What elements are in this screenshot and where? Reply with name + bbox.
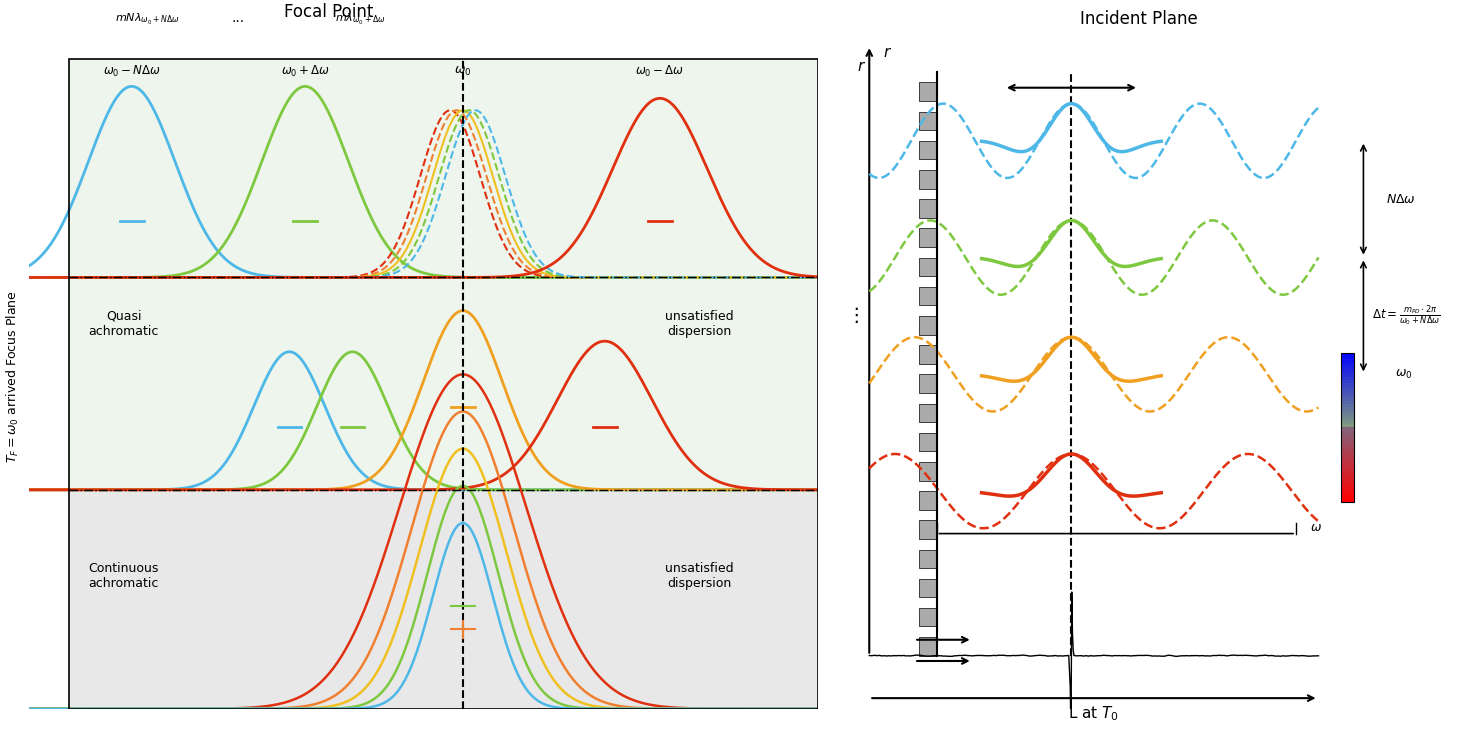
Bar <box>918 345 937 363</box>
Text: $mN\lambda_{\omega_0+N\Delta\omega}$: $mN\lambda_{\omega_0+N\Delta\omega}$ <box>115 12 180 27</box>
Text: L at $T_0$: L at $T_0$ <box>1069 705 1120 723</box>
Bar <box>1340 443 1355 446</box>
Bar <box>1340 472 1355 475</box>
Bar <box>918 403 937 422</box>
Bar <box>1340 371 1355 374</box>
Bar <box>918 258 937 276</box>
Bar <box>1340 478 1355 481</box>
Bar <box>918 433 937 452</box>
Bar <box>1340 437 1355 440</box>
Bar <box>1340 403 1355 406</box>
Bar <box>1340 365 1355 368</box>
Bar <box>1340 389 1355 392</box>
Bar <box>1340 484 1355 487</box>
Text: ⋮: ⋮ <box>845 306 866 326</box>
Bar <box>1340 431 1355 434</box>
Bar <box>1340 454 1355 457</box>
Bar <box>1340 434 1355 437</box>
Bar <box>1340 353 1355 356</box>
Bar <box>69 490 818 709</box>
Bar <box>918 462 937 480</box>
Text: $T_F = \omega_0$ arrived Focus Plane: $T_F = \omega_0$ arrived Focus Plane <box>6 290 22 464</box>
Bar <box>918 316 937 335</box>
Text: $\Delta t = \frac{m_{PD} \cdot 2\pi}{\omega_0 + N\Delta\omega}$: $\Delta t = \frac{m_{PD} \cdot 2\pi}{\om… <box>1372 304 1441 328</box>
Bar <box>1340 383 1355 386</box>
Text: Incident Plane: Incident Plane <box>1080 10 1197 28</box>
Text: Continuous
achromatic: Continuous achromatic <box>89 562 159 590</box>
Text: unsatisfied
dispersion: unsatisfied dispersion <box>664 310 734 338</box>
Text: $r$: $r$ <box>857 59 866 73</box>
Text: $\omega_0$: $\omega_0$ <box>454 66 472 78</box>
Text: unsatisfied
dispersion: unsatisfied dispersion <box>664 562 734 590</box>
Bar <box>1340 400 1355 403</box>
Bar <box>918 520 937 539</box>
Bar <box>1340 425 1355 428</box>
Bar <box>1340 469 1355 472</box>
Bar <box>918 550 937 568</box>
Bar <box>1340 448 1355 451</box>
Bar <box>1340 496 1355 498</box>
Bar <box>918 637 937 656</box>
Bar <box>918 170 937 188</box>
Bar <box>1340 380 1355 383</box>
Bar <box>1340 440 1355 443</box>
Bar <box>918 199 937 218</box>
Bar <box>1340 386 1355 389</box>
Bar <box>1340 356 1355 359</box>
Bar <box>1340 415 1355 418</box>
Bar <box>1340 481 1355 484</box>
Text: $\omega_0 - \Delta\omega$: $\omega_0 - \Delta\omega$ <box>635 64 685 79</box>
Bar <box>1340 406 1355 409</box>
Bar <box>918 228 937 247</box>
Bar <box>69 59 818 490</box>
Bar <box>918 82 937 101</box>
Text: ...: ... <box>232 11 245 25</box>
Text: $m\lambda_{\omega_0+\Delta\omega}$: $m\lambda_{\omega_0+\Delta\omega}$ <box>334 12 385 27</box>
Bar <box>1340 353 1355 501</box>
Bar <box>1340 498 1355 501</box>
Text: $\omega_0 + \Delta\omega$: $\omega_0 + \Delta\omega$ <box>280 64 330 79</box>
Text: $\omega_0 - N\Delta\omega$: $\omega_0 - N\Delta\omega$ <box>102 64 161 79</box>
Bar <box>1340 451 1355 454</box>
Bar <box>1340 475 1355 478</box>
Text: Focal Point: Focal Point <box>285 3 374 21</box>
Bar <box>1340 457 1355 460</box>
Bar <box>1340 493 1355 496</box>
Bar <box>1340 446 1355 448</box>
Bar <box>1340 377 1355 380</box>
Text: $r$: $r$ <box>883 45 892 60</box>
Bar <box>1340 466 1355 469</box>
Bar <box>918 608 937 627</box>
Bar <box>1340 421 1355 425</box>
Bar <box>918 374 937 393</box>
Bar <box>918 112 937 130</box>
Text: $N\Delta\omega$: $N\Delta\omega$ <box>1386 193 1416 206</box>
Bar <box>1340 362 1355 365</box>
Bar <box>1340 397 1355 400</box>
Bar <box>1340 374 1355 377</box>
Bar <box>1340 487 1355 490</box>
Bar <box>1340 428 1355 431</box>
Bar <box>1340 412 1355 415</box>
Text: $\omega_0$: $\omega_0$ <box>1394 368 1412 381</box>
Bar <box>1340 409 1355 412</box>
Bar <box>918 141 937 159</box>
Bar <box>1340 368 1355 371</box>
Bar <box>1340 395 1355 397</box>
Text: $\omega$: $\omega$ <box>1310 521 1321 534</box>
Bar <box>1340 418 1355 421</box>
Bar <box>918 491 937 510</box>
Bar <box>1340 392 1355 395</box>
Bar <box>918 287 937 305</box>
Bar <box>918 579 937 597</box>
Bar <box>1340 463 1355 466</box>
Bar <box>1340 490 1355 493</box>
Bar <box>1340 359 1355 362</box>
Bar <box>1340 460 1355 463</box>
Text: Quasi
achromatic: Quasi achromatic <box>89 310 159 338</box>
